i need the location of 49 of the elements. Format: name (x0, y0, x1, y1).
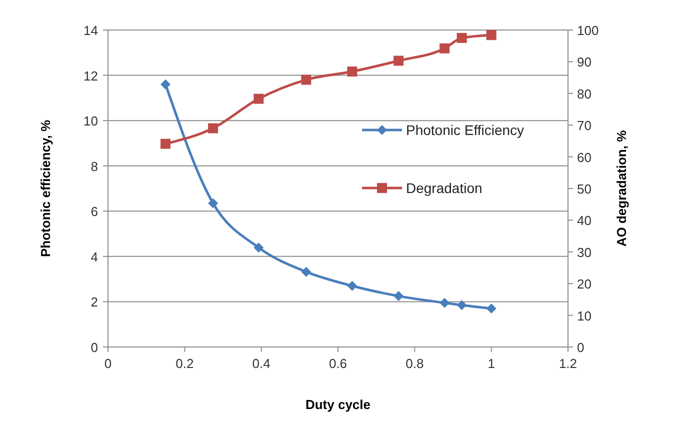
y2-tick-label: 40 (577, 213, 592, 228)
x-tick-label: 0 (104, 356, 112, 371)
y2-tick-label: 20 (577, 276, 592, 292)
point (486, 304, 496, 314)
y2-tick-label: 90 (577, 54, 592, 70)
y-tick-label: 10 (84, 114, 98, 129)
y2-tick-label: 70 (577, 118, 592, 134)
point (254, 94, 264, 104)
point (440, 43, 450, 54)
point (208, 123, 218, 134)
y-tick-label: 2 (90, 294, 98, 310)
y2-tick-label: 80 (577, 86, 592, 102)
point (160, 138, 170, 149)
point (160, 79, 170, 90)
point (486, 30, 496, 40)
legend-label: Degradation (406, 180, 482, 196)
y-axis-title: Photonic efficiency, % (38, 120, 53, 258)
x-tick-label: 1 (488, 356, 495, 371)
point (394, 56, 404, 66)
y2-tick-label: 30 (577, 244, 592, 260)
y2-tick-label: 10 (577, 308, 592, 324)
x-tick-label: 1.2 (558, 356, 578, 371)
y-tick-label: 0 (90, 340, 98, 355)
y2-tick-label: 60 (577, 150, 592, 165)
point (254, 242, 264, 253)
point (301, 266, 312, 277)
y2-tick-label: 100 (577, 23, 599, 38)
y-tick-label: 12 (84, 68, 98, 84)
point (440, 298, 450, 308)
point (347, 280, 358, 291)
point (394, 291, 404, 302)
x-tick-label: 0.6 (328, 356, 348, 371)
x-tick-label: 0.2 (176, 356, 194, 371)
x-tick-label: 0.4 (252, 356, 270, 371)
y-tick-label: 4 (90, 249, 98, 264)
legend-label: Photonic Efficiency (406, 122, 524, 138)
y-tick-label: 14 (84, 23, 98, 38)
point (347, 66, 358, 77)
point (456, 32, 467, 43)
y2-tick-label: 0 (577, 340, 584, 355)
y2-axis-title: AO degradation, % (614, 130, 629, 247)
y-tick-label: 8 (90, 158, 98, 174)
point (208, 198, 218, 208)
x-axis-title: Duty cycle (305, 397, 371, 412)
y-tick-label: 6 (90, 204, 98, 220)
y2-tick-label: 50 (577, 182, 592, 196)
point (456, 300, 467, 310)
point (301, 74, 312, 85)
x-tick-label: 0.8 (406, 356, 424, 371)
